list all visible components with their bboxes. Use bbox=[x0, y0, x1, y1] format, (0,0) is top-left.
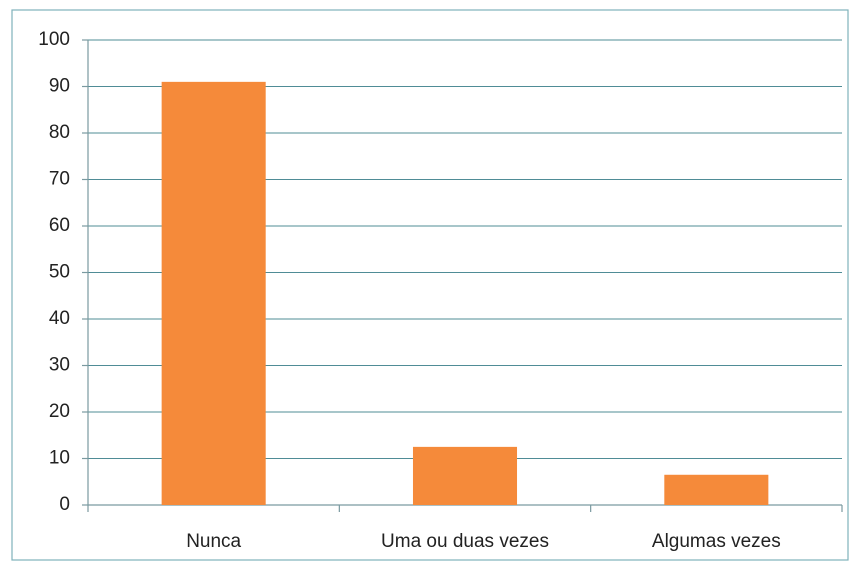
x-tick-label: Algumas vezes bbox=[652, 531, 781, 552]
y-tick-label: 10 bbox=[49, 448, 70, 469]
bar bbox=[664, 474, 769, 505]
y-tick-label: 40 bbox=[49, 308, 70, 329]
y-tick-label: 70 bbox=[49, 169, 70, 190]
y-tick-label: 50 bbox=[49, 262, 70, 283]
y-tick-label: 100 bbox=[38, 29, 70, 50]
y-tick-label: 0 bbox=[59, 494, 70, 515]
bar bbox=[412, 446, 518, 505]
x-tick-label: Nunca bbox=[186, 531, 241, 552]
y-tick-label: 90 bbox=[49, 76, 70, 97]
y-tick-label: 20 bbox=[49, 401, 70, 422]
y-tick-label: 60 bbox=[49, 215, 70, 236]
y-tick-label: 80 bbox=[49, 122, 70, 143]
x-tick-label: Uma ou duas vezes bbox=[381, 531, 549, 552]
bar bbox=[161, 81, 266, 505]
y-tick-label: 30 bbox=[49, 355, 70, 376]
